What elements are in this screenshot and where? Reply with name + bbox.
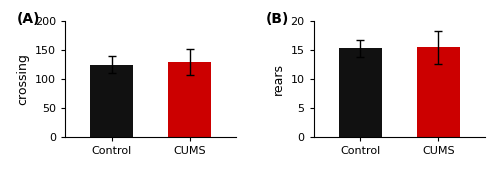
Y-axis label: rears: rears: [272, 63, 285, 95]
Text: (A): (A): [17, 12, 40, 26]
Bar: [90, 65, 133, 137]
Bar: [339, 48, 382, 137]
Y-axis label: crossing: crossing: [16, 53, 30, 105]
Bar: [168, 62, 211, 137]
Text: (B): (B): [266, 12, 289, 26]
Bar: [417, 47, 460, 137]
